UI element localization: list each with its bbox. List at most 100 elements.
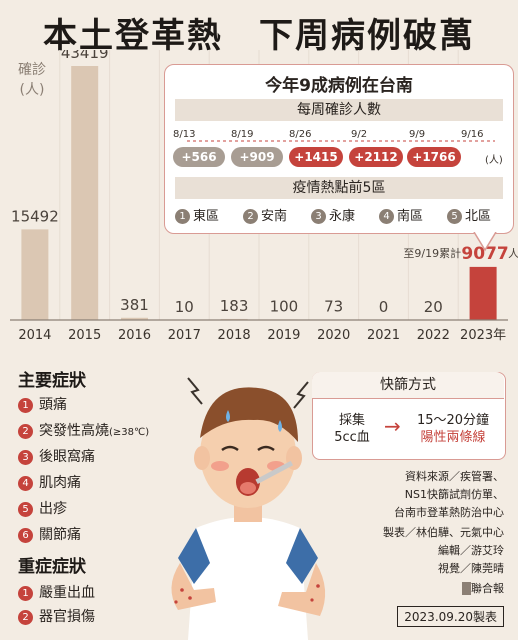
x-tick-label: 2021 bbox=[367, 328, 400, 343]
page-title: 本土登革熱 下周病例破萬 bbox=[43, 16, 475, 56]
week-date: 9/9 bbox=[409, 129, 426, 140]
value-label: 43419 bbox=[61, 50, 109, 62]
week-count-pill: +909 bbox=[231, 147, 283, 167]
symptom-text: 突發性高燒 bbox=[39, 423, 109, 439]
district-name: 北區 bbox=[465, 209, 492, 224]
panel-title: 今年9成病例在台南 bbox=[265, 76, 413, 96]
y-axis-label: 確診(人) bbox=[18, 62, 46, 98]
district-name: 東區 bbox=[193, 209, 220, 224]
credit-source: 資料來源／疾管署、 bbox=[405, 470, 504, 483]
severe-symptom-item: 2 器官損傷 bbox=[18, 606, 95, 626]
value-label: 0 bbox=[379, 298, 389, 316]
severe-symptom-item: 1 嚴重出血 bbox=[18, 582, 95, 602]
district-name: 永康 bbox=[329, 209, 356, 224]
value-label: 100 bbox=[270, 297, 299, 315]
district-rank: 5 bbox=[447, 209, 462, 224]
symptom-text: 後眼窩痛 bbox=[39, 449, 95, 465]
main-symptom-item: 5 出疹 bbox=[18, 498, 67, 518]
symptom-note: (≥38℃) bbox=[109, 427, 150, 438]
symptom-text: 出疹 bbox=[39, 501, 67, 517]
district-item: 2 安南 bbox=[243, 205, 287, 224]
weekly-header: 每周確診人數 bbox=[175, 99, 503, 121]
x-tick-label: 2014 bbox=[18, 328, 51, 343]
x-tick-label: 2016 bbox=[118, 328, 151, 343]
symptom-text: 嚴重出血 bbox=[39, 585, 95, 601]
x-tick-label: 2018 bbox=[218, 328, 251, 343]
bar-2015 bbox=[71, 66, 99, 320]
week-count-pill: +1766 bbox=[407, 147, 461, 167]
value-label: 20 bbox=[424, 298, 443, 316]
symptom-number: 5 bbox=[18, 502, 33, 517]
test-collect-line2: 5cc血 bbox=[334, 430, 370, 445]
main-symptom-item: 6 關節痛 bbox=[18, 524, 81, 544]
bar-2016 bbox=[121, 317, 148, 320]
test-collect: 採集 5cc血 bbox=[322, 412, 382, 446]
weekly-unit: (人) bbox=[485, 155, 503, 166]
severe-symptoms-title: 重症症狀 bbox=[18, 557, 86, 577]
week-count-pill: +1415 bbox=[289, 147, 343, 167]
district-name: 南區 bbox=[397, 209, 424, 224]
credit-editor: 編輯／游艾玲 bbox=[438, 544, 504, 557]
credit-made-by: 製表／林伯驊、元氣中心 bbox=[383, 526, 504, 539]
district-item: 5 北區 bbox=[447, 205, 491, 224]
credit-visual: 視覺／陳莞晴 bbox=[438, 562, 504, 575]
test-time: 15～20分鐘 bbox=[416, 413, 490, 428]
test-result: 陽性兩條線 bbox=[420, 430, 486, 445]
credit-source-2: NS1快篩試劑仿單、 bbox=[404, 488, 504, 501]
main-symptom-item: 4 肌肉痛 bbox=[18, 472, 81, 492]
symptom-number: 3 bbox=[18, 450, 33, 465]
credit-org-label: 聯合報 bbox=[471, 582, 504, 595]
symptom-number: 1 bbox=[18, 586, 33, 601]
credit-org: 聯合報 bbox=[461, 580, 504, 596]
district-item: 1 東區 bbox=[175, 205, 219, 224]
hotspot-header: 疫情熱點前5區 bbox=[175, 177, 503, 199]
value-label: 73 bbox=[324, 298, 343, 316]
value-label: 10 bbox=[175, 298, 194, 316]
district-rank: 2 bbox=[243, 209, 258, 224]
main-symptom-item: 2 突發性高燒(≥38℃) bbox=[18, 420, 149, 440]
bar-2014 bbox=[21, 229, 49, 320]
x-tick-label: 2022 bbox=[417, 328, 450, 343]
x-tick-label: 2020 bbox=[317, 328, 350, 343]
district-rank: 1 bbox=[175, 209, 190, 224]
week-date: 8/26 bbox=[289, 129, 312, 140]
x-tick-label: 2015 bbox=[68, 328, 101, 343]
x-tick-label: 2023年 bbox=[460, 328, 506, 343]
symptom-number: 2 bbox=[18, 610, 33, 625]
district-item: 4 南區 bbox=[379, 205, 423, 224]
value-label: 9077 bbox=[461, 244, 508, 264]
test-outcome: 15～20分鐘 陽性兩條線 bbox=[404, 412, 502, 446]
test-collect-line1: 採集 bbox=[338, 413, 365, 428]
symptom-number: 1 bbox=[18, 398, 33, 413]
value-label: 15492 bbox=[11, 207, 59, 225]
week-date: 8/19 bbox=[231, 129, 254, 140]
test-method-title: 快篩方式 bbox=[312, 372, 504, 399]
credit-date: 2023.09.20製表 bbox=[397, 606, 504, 627]
symptom-text: 關節痛 bbox=[39, 527, 81, 543]
panel-pointer bbox=[473, 232, 497, 252]
cumulative-note: 至9/19累計 bbox=[403, 246, 461, 260]
sick-boy-illustration bbox=[171, 377, 326, 640]
district-rank: 4 bbox=[379, 209, 394, 224]
symptom-text: 肌肉痛 bbox=[39, 475, 81, 491]
district-item: 3 永康 bbox=[311, 205, 355, 224]
symptom-number: 4 bbox=[18, 476, 33, 491]
cumulative-unit: 人 bbox=[508, 247, 518, 260]
symptom-number: 6 bbox=[18, 528, 33, 543]
week-count-pill: +566 bbox=[173, 147, 225, 167]
district-name: 安南 bbox=[261, 209, 288, 224]
symptom-text: 頭痛 bbox=[39, 397, 67, 413]
info-panel: 今年9成病例在台南 每周確診人數 8/13 +566 8/19 +909 8/26 +14… bbox=[164, 64, 514, 234]
week-date: 8/13 bbox=[173, 129, 196, 140]
symptom-text: 器官損傷 bbox=[39, 609, 95, 625]
x-tick-label: 2017 bbox=[168, 328, 201, 343]
value-label: 381 bbox=[120, 296, 149, 314]
credit-source-3: 台南市登革熱防治中心 bbox=[394, 506, 504, 519]
x-tick-label: 2019 bbox=[267, 328, 300, 343]
main-symptom-item: 1 頭痛 bbox=[18, 394, 67, 414]
bar-2023年 bbox=[469, 266, 497, 320]
week-count-pill: +2112 bbox=[349, 147, 403, 167]
test-arrow-icon: → bbox=[384, 414, 401, 438]
main-symptom-item: 3 後眼窩痛 bbox=[18, 446, 95, 466]
